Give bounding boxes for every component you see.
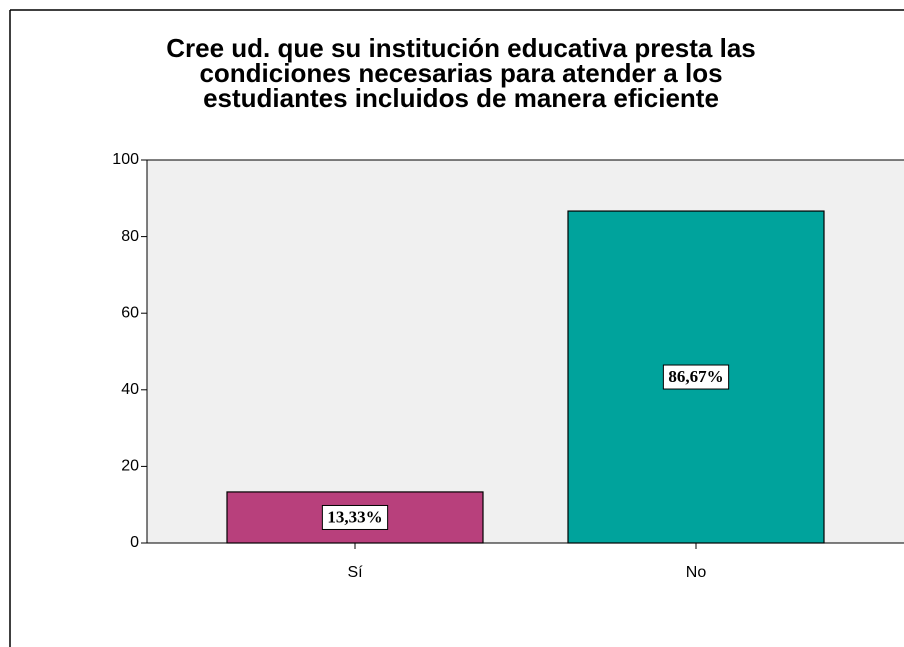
value-label-box <box>662 364 730 390</box>
y-tick-label: 40 <box>121 381 139 398</box>
y-tick-label: 60 <box>121 304 139 321</box>
chart-title: condiciones necesarias para atender a lo… <box>199 58 722 88</box>
value-label-box <box>321 504 389 530</box>
chart-title: Cree ud. que su institución educativa pr… <box>166 33 756 63</box>
x-tick-label: No <box>686 564 707 581</box>
chart-title: estudiantes incluidos de manera eficient… <box>203 83 719 113</box>
x-tick-label: Sí <box>347 564 363 581</box>
value-label: 86,67% <box>668 367 723 386</box>
y-tick-label: 20 <box>121 458 139 475</box>
value-label: 13,33% <box>327 507 382 526</box>
y-tick-label: 0 <box>130 534 139 551</box>
y-tick-label: 100 <box>112 151 139 168</box>
y-tick-label: 80 <box>121 228 139 245</box>
